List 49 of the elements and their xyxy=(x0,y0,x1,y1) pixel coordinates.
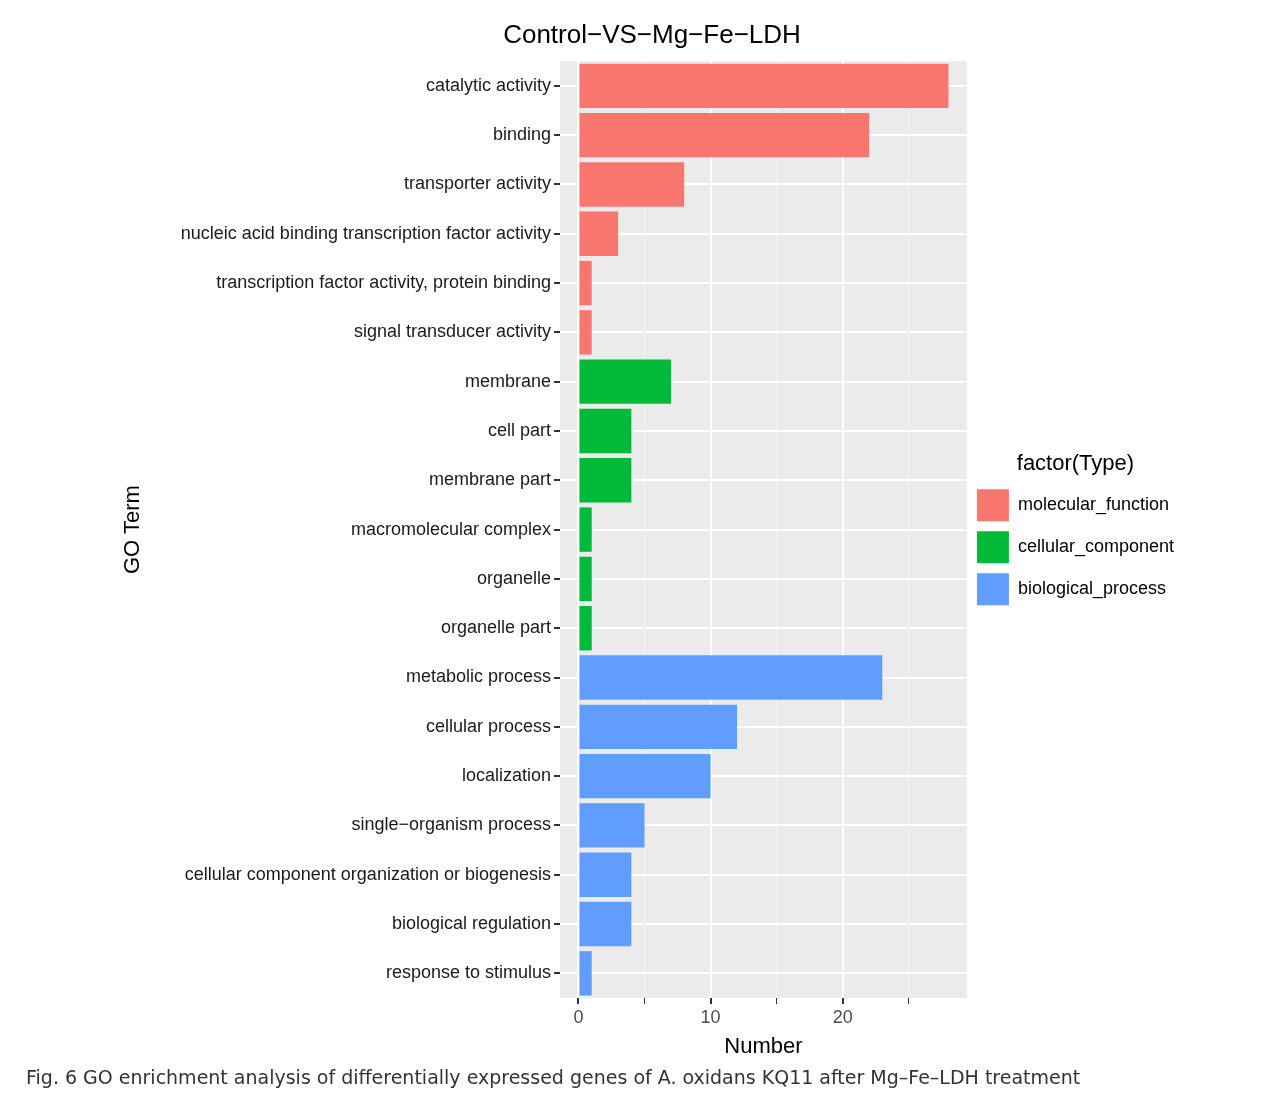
bar xyxy=(579,852,632,897)
x-tick-label: 0 xyxy=(573,1006,584,1027)
bar xyxy=(579,507,592,552)
bar xyxy=(579,260,592,306)
bar xyxy=(579,951,592,996)
y-tick-label: nucleic acid binding transcription factor activity xyxy=(180,222,551,243)
bar xyxy=(579,112,870,158)
bar xyxy=(579,359,671,404)
y-tick-label: biological regulation xyxy=(391,913,551,934)
bar xyxy=(579,211,619,256)
bar xyxy=(579,901,632,947)
bar xyxy=(579,753,711,799)
x-tick-label: 20 xyxy=(832,1006,853,1027)
legend-label: cellular_component xyxy=(1017,536,1174,558)
chart-title: Control−VS−Mg−Fe−LDH xyxy=(503,18,801,49)
bar xyxy=(579,458,632,503)
bar xyxy=(579,310,592,355)
bar xyxy=(579,606,592,651)
y-tick-label: single−organism process xyxy=(351,814,551,835)
y-tick-label: cell part xyxy=(487,419,551,440)
y-axis-title: GO Term xyxy=(119,485,145,575)
y-tick-label: cellular component organization or biogenesis xyxy=(184,863,551,884)
y-tick-label: binding xyxy=(492,124,551,145)
x-axis-title: Number xyxy=(724,1032,803,1058)
y-tick-label: metabolic process xyxy=(405,666,551,687)
bar xyxy=(579,63,949,109)
caption: Fig. 6 GO enrichment analysis of differentially expressed genes of A. oxidans KQ11 after Mg–Fe–LDH treatment xyxy=(26,1066,1081,1088)
y-tick-label: transporter activity xyxy=(403,173,551,194)
y-tick-label: organelle xyxy=(476,567,551,588)
y-tick-label: transcription factor activity, protein binding xyxy=(216,272,551,293)
legend-label: biological_process xyxy=(1017,578,1166,600)
y-tick-label: membrane part xyxy=(428,469,551,490)
y-tick-label: macromolecular complex xyxy=(350,518,551,539)
y-tick-label: localization xyxy=(461,765,551,786)
bar xyxy=(579,803,645,848)
y-tick-label: membrane xyxy=(464,370,551,391)
y-tick-label: response to stimulus xyxy=(385,962,551,983)
y-tick-label: cellular process xyxy=(425,715,551,736)
bar xyxy=(579,655,883,700)
x-tick-label: 10 xyxy=(700,1006,721,1027)
y-tick-label: organelle part xyxy=(440,617,551,638)
y-tick-label: signal transducer activity xyxy=(353,321,551,342)
bar xyxy=(579,704,738,750)
y-tick-label: catalytic activity xyxy=(425,74,551,95)
legend-label: molecular_function xyxy=(1017,494,1169,516)
bar xyxy=(579,408,632,454)
legend-title: factor(Type) xyxy=(1016,449,1135,475)
bar xyxy=(579,162,685,207)
bar xyxy=(579,556,592,602)
